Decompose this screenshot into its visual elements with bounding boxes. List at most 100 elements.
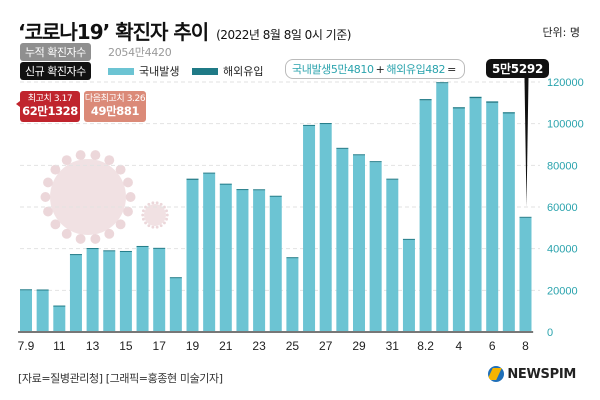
bar-domestic bbox=[169, 278, 182, 332]
legend-swatch-overseas bbox=[192, 67, 218, 75]
bar-overseas bbox=[236, 189, 249, 191]
callout-equals: = bbox=[447, 62, 456, 76]
bar-domestic bbox=[53, 306, 66, 332]
callout-total-badge: 5만5292 bbox=[486, 59, 549, 78]
bar-domestic bbox=[369, 162, 382, 332]
x-tick-label: 6 bbox=[489, 339, 496, 353]
bar-overseas bbox=[353, 154, 365, 156]
bar-overseas bbox=[103, 250, 116, 252]
x-tick-label: 31 bbox=[386, 339, 400, 353]
peak-badge-highest: 최고치 3.17 62만1328 bbox=[16, 91, 80, 122]
x-tick-label: 25 bbox=[286, 339, 300, 353]
bar-overseas bbox=[369, 161, 382, 163]
cumulative-label: 누적 확진자수 bbox=[20, 43, 91, 61]
bar-overseas bbox=[419, 99, 432, 101]
callout-plus: + bbox=[375, 62, 385, 76]
bar-overseas bbox=[169, 277, 182, 279]
bar-domestic bbox=[402, 239, 415, 332]
legend-label-domestic: 국내발생 bbox=[139, 65, 180, 78]
unit-label: 단위: 명 bbox=[542, 26, 580, 39]
newspim-logo: NEWSPIM bbox=[488, 366, 576, 382]
x-tick-label: 29 bbox=[352, 339, 366, 353]
bar-overseas bbox=[519, 216, 532, 218]
bar-overseas bbox=[502, 112, 515, 114]
bar-domestic bbox=[452, 108, 465, 332]
bar-overseas bbox=[86, 248, 99, 250]
virus-illustration bbox=[40, 150, 136, 244]
callout-overseas: 해외유입482 bbox=[386, 63, 446, 76]
x-tick-label: 21 bbox=[219, 339, 233, 353]
y-tick-label: 60000 bbox=[547, 202, 578, 214]
x-tick-label: 15 bbox=[119, 339, 133, 353]
y-tick-label: 20000 bbox=[547, 285, 578, 297]
bar-overseas bbox=[336, 147, 349, 149]
new-cases-label: 신규 확진자수 bbox=[20, 62, 91, 80]
bar-overseas bbox=[20, 289, 32, 291]
bar-overseas bbox=[69, 254, 82, 256]
bar-overseas bbox=[402, 238, 415, 240]
bar-overseas bbox=[186, 178, 199, 180]
chart-title: ‘코로나19’ 확진자 추이 (2022년 8월 8일 0시 기준) bbox=[18, 16, 351, 45]
x-tick-label: 17 bbox=[153, 339, 167, 353]
bar-overseas bbox=[269, 195, 282, 197]
bar-domestic bbox=[69, 254, 82, 332]
bar-overseas bbox=[319, 123, 332, 125]
newspim-logo-icon bbox=[488, 366, 505, 382]
y-tick-label: 40000 bbox=[547, 244, 578, 256]
bar-domestic bbox=[419, 100, 432, 332]
bar-domestic bbox=[153, 248, 166, 332]
bar-domestic bbox=[519, 217, 532, 332]
bar-domestic bbox=[36, 290, 49, 332]
bar-overseas bbox=[486, 101, 499, 103]
x-tick-label: 8.2 bbox=[417, 339, 434, 353]
bar-domestic bbox=[203, 173, 216, 332]
bar-domestic bbox=[186, 179, 199, 332]
x-tick-label: 4 bbox=[456, 339, 463, 353]
bar-overseas bbox=[253, 189, 266, 191]
x-tick-label: 23 bbox=[252, 339, 266, 353]
y-tick-label: 80000 bbox=[547, 160, 578, 172]
peak-label: 다음최고치 3.26 bbox=[84, 94, 146, 104]
y-tick-label: 0 bbox=[547, 327, 553, 339]
x-tick-label: 13 bbox=[86, 339, 100, 353]
bar-domestic bbox=[436, 83, 449, 332]
title-main: ‘코로나19’ 확진자 추이 bbox=[18, 20, 209, 44]
bar-overseas bbox=[36, 289, 49, 291]
bar-domestic bbox=[219, 184, 232, 332]
bar-domestic bbox=[136, 246, 149, 332]
latest-callout: 국내발생5만4810 + 해외유입482 = bbox=[285, 59, 465, 79]
peak-value: 62만1328 bbox=[22, 104, 78, 118]
bar-domestic bbox=[103, 251, 116, 332]
y-tick-label: 100000 bbox=[547, 119, 584, 131]
bar-overseas bbox=[452, 107, 465, 109]
legend-overseas: 해외유입 bbox=[192, 63, 263, 79]
bar-overseas bbox=[469, 96, 482, 99]
bar-domestic bbox=[386, 179, 399, 332]
bar-overseas bbox=[286, 257, 299, 259]
source-credit: [자료=질병관리청] [그래픽=홍종현 미술기자] bbox=[18, 372, 223, 385]
cumulative-value: 2054만4420 bbox=[108, 46, 172, 59]
callout-pointer bbox=[524, 78, 529, 207]
bar-overseas bbox=[153, 247, 166, 249]
bar-overseas bbox=[303, 124, 316, 126]
bar-domestic bbox=[469, 98, 482, 332]
peak-value: 49만881 bbox=[90, 104, 140, 118]
x-tick-label: 27 bbox=[319, 339, 333, 353]
bar-domestic bbox=[502, 113, 515, 332]
bar-domestic bbox=[319, 123, 332, 332]
y-tick-label: 120000 bbox=[547, 77, 584, 89]
x-tick-label: 8 bbox=[522, 339, 529, 353]
bar-overseas bbox=[436, 82, 449, 84]
peak-badge-second: 다음최고치 3.26 49만881 bbox=[84, 91, 146, 122]
bar-domestic bbox=[286, 258, 299, 332]
bar-domestic bbox=[336, 148, 349, 332]
callout-domestic: 국내발생5만4810 bbox=[292, 63, 374, 76]
bar-domestic bbox=[303, 125, 316, 332]
bar-overseas bbox=[119, 250, 132, 252]
bar-domestic bbox=[119, 251, 132, 332]
x-tick-label: 7.9 bbox=[18, 339, 35, 353]
bar-domestic bbox=[253, 190, 266, 332]
title-subtitle: (2022년 8월 8일 0시 기준) bbox=[216, 28, 351, 42]
legend-label-overseas: 해외유입 bbox=[223, 65, 264, 78]
legend-domestic: 국내발생 bbox=[108, 63, 179, 79]
